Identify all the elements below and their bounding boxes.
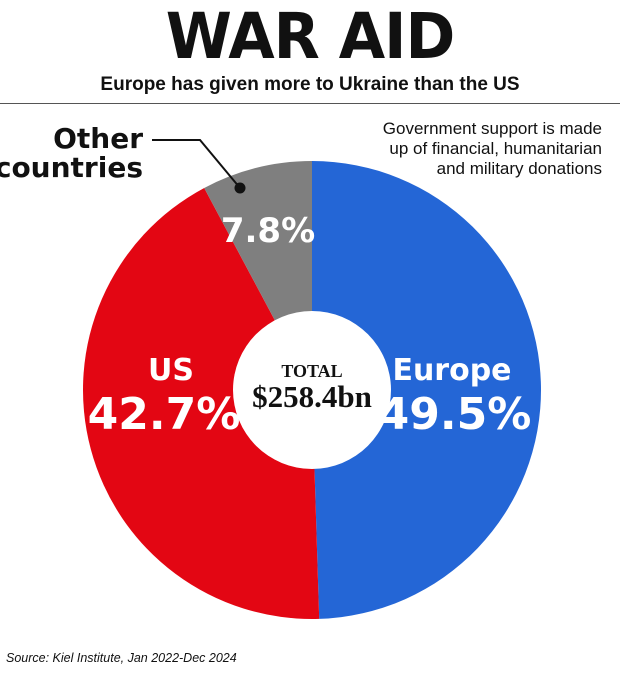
chart-subtitle: Europe has given more to Ukraine than th…: [100, 74, 520, 95]
support-note: Government support is made up of financi…: [382, 119, 602, 178]
callout-line: [152, 139, 241, 189]
europe-name-label: Europe: [392, 353, 511, 388]
us-percent-label: 42.7%: [88, 389, 241, 440]
callout-dot: [234, 182, 246, 194]
slice-us: [82, 187, 320, 620]
total-label: TOTAL: [281, 361, 342, 381]
slice-europe: [312, 161, 542, 619]
us-name-label: US: [148, 353, 194, 388]
other-name-line2: countries: [0, 151, 143, 184]
source-note: Source: Kiel Institute, Jan 2022-Dec 202…: [6, 651, 237, 665]
europe-labels: Europe 49.5%: [379, 353, 532, 440]
other-name-line1: Other: [53, 122, 143, 155]
europe-percent-label: 49.5%: [379, 389, 532, 440]
other-callout: Other countries: [0, 122, 246, 194]
donut-hole: [233, 311, 391, 469]
total-value: $258.4bn: [252, 379, 372, 414]
chart-title: WAR AID: [165, 0, 456, 74]
header-divider: [0, 103, 620, 104]
other-percent-label: 7.8%: [221, 211, 315, 251]
slices-group: [82, 161, 542, 620]
us-labels: US 42.7%: [88, 353, 241, 440]
